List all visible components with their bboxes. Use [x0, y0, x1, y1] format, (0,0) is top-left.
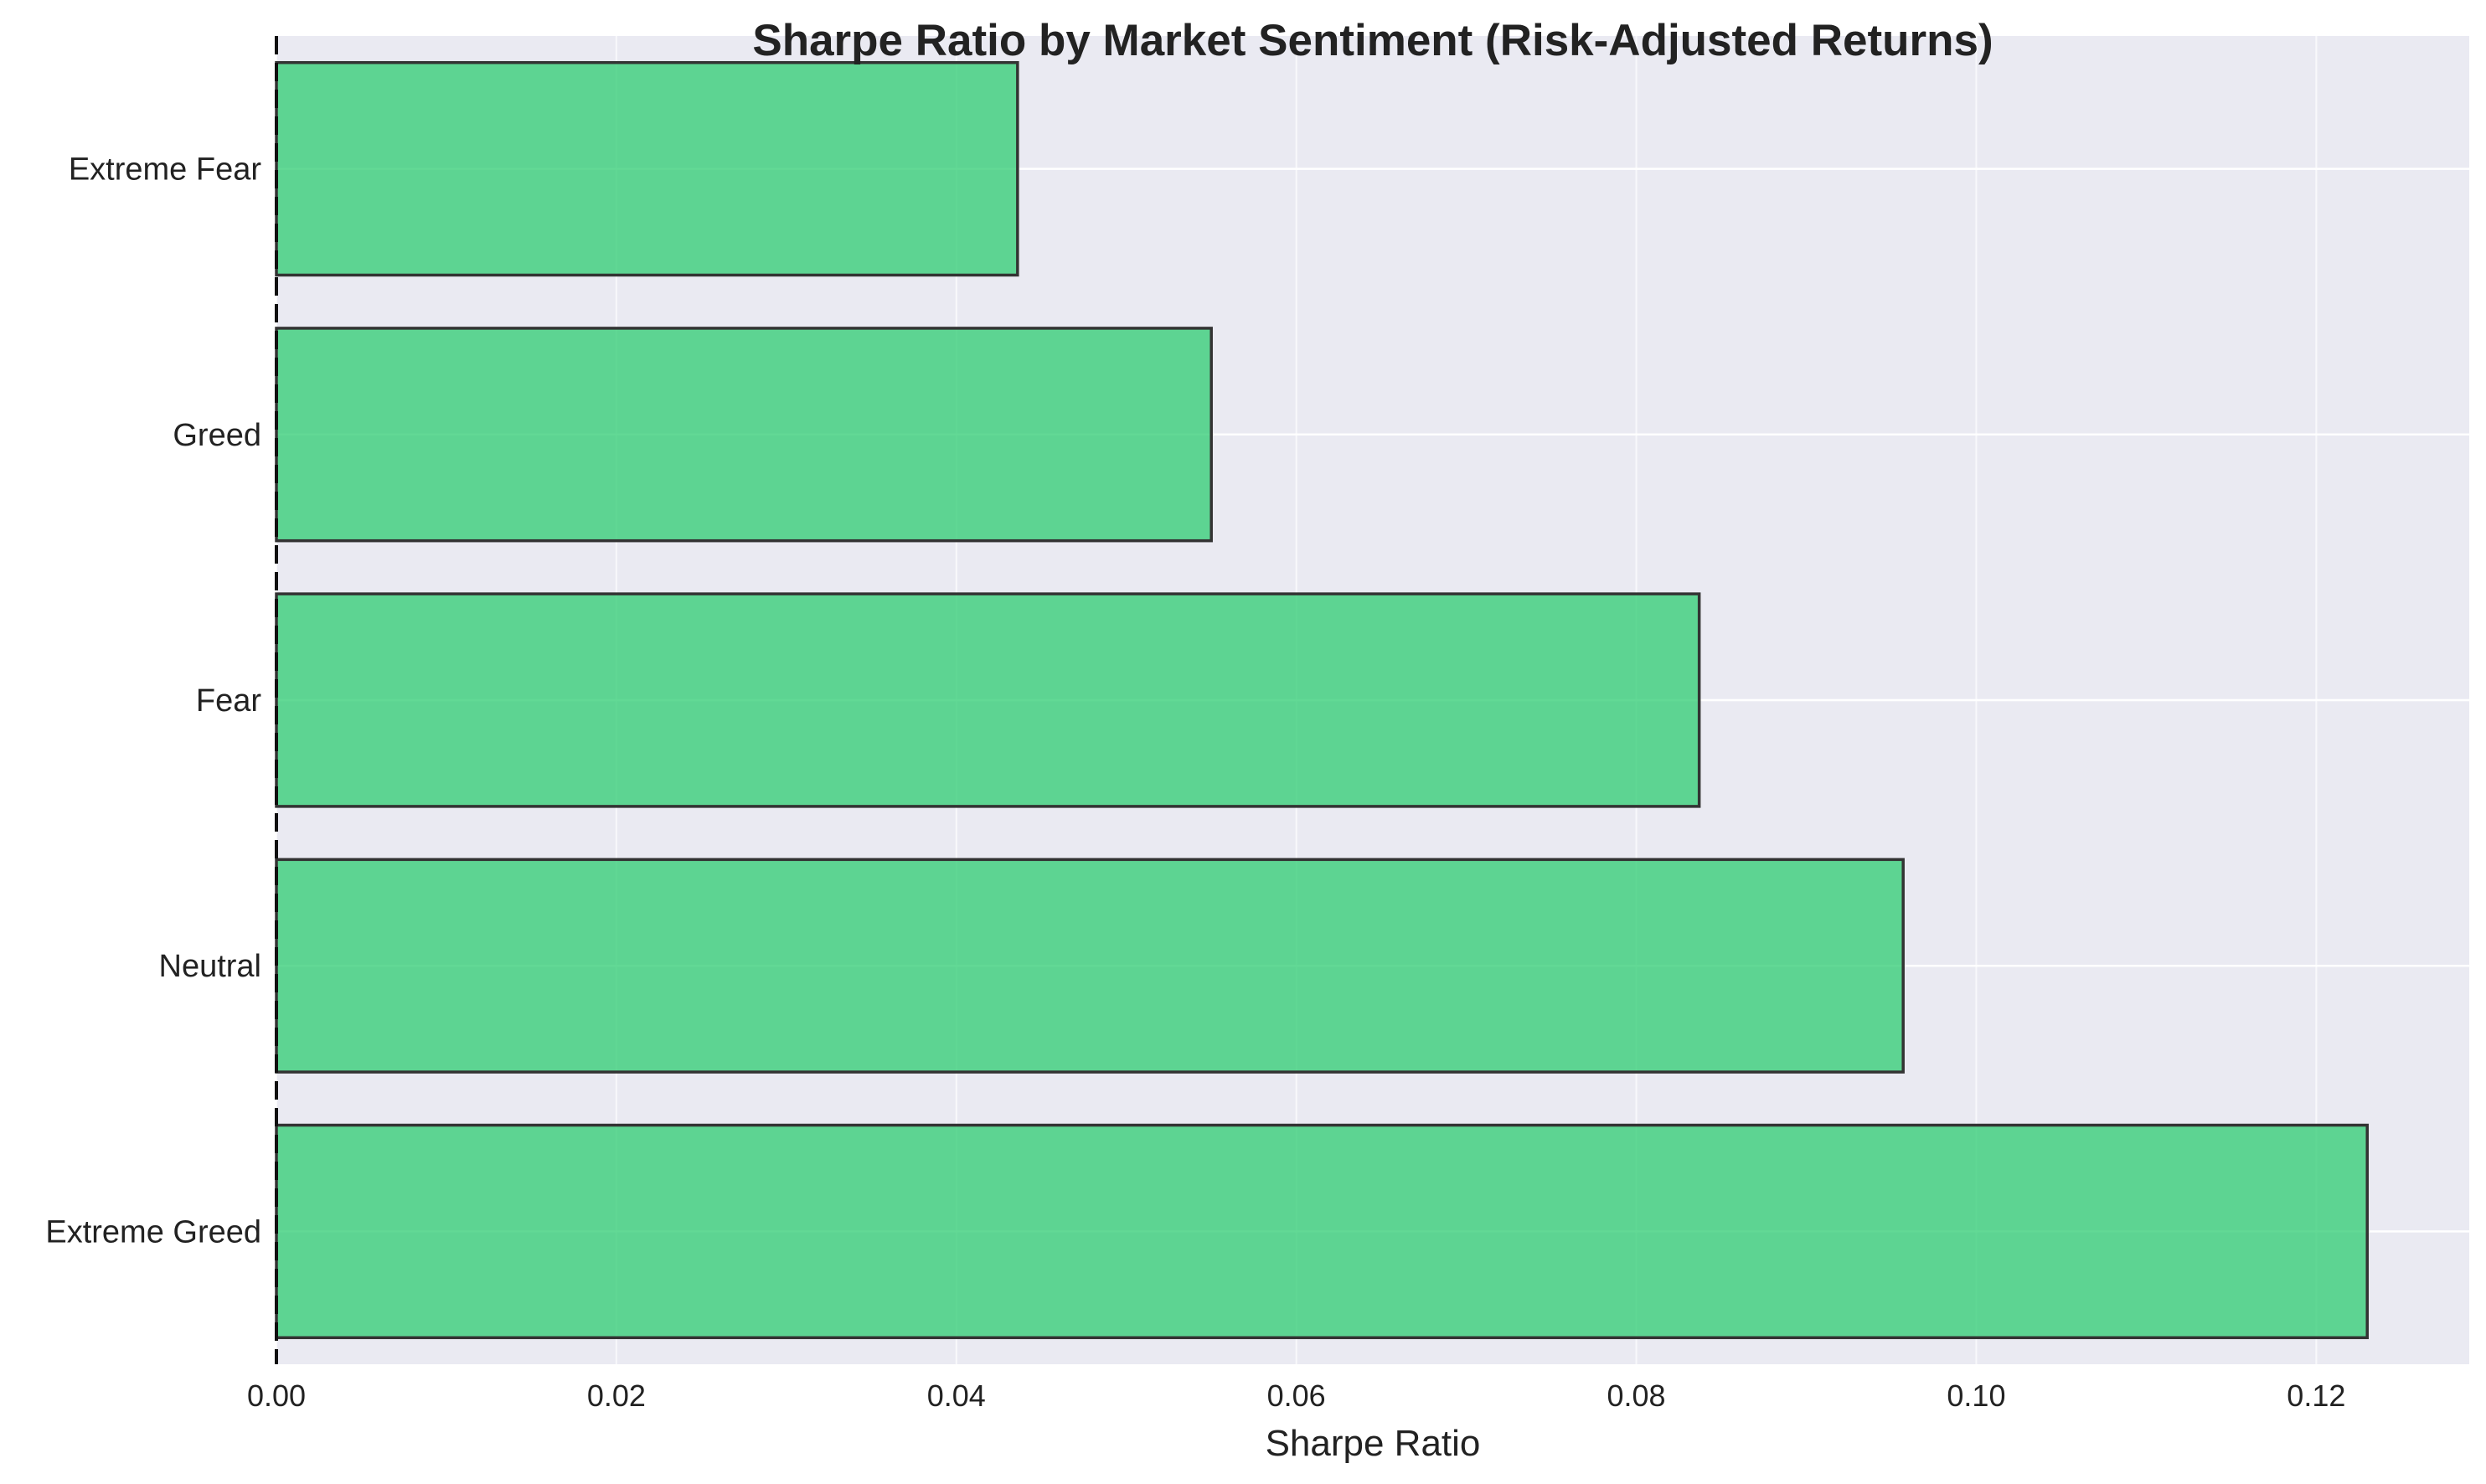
bar-neutral — [275, 858, 1905, 1074]
x-tick-label: 0.10 — [1947, 1378, 2005, 1413]
y-tick-label: Neutral — [159, 949, 262, 984]
chart-title: Sharpe Ratio by Market Sentiment (Risk-A… — [752, 16, 1993, 65]
y-tick-label: Extreme Greed — [45, 1214, 261, 1250]
bar-extreme-fear — [275, 60, 1019, 277]
y-axis-ticks: Extreme Greed Neutral Fear Greed Extreme Fea… — [45, 152, 261, 1250]
bars — [275, 60, 2369, 1340]
y-tick-label: Greed — [173, 418, 261, 453]
bar-greed — [275, 327, 1213, 543]
y-tick-label: Extreme Fear — [69, 152, 262, 188]
x-tick-label: 0.08 — [1607, 1378, 1666, 1413]
x-tick-label: 0.12 — [2287, 1378, 2345, 1413]
x-tick-label: 0.04 — [927, 1378, 986, 1413]
x-tick-label: 0.02 — [587, 1378, 646, 1413]
y-tick-label: Fear — [196, 683, 261, 719]
bar-extreme-greed — [275, 1123, 2369, 1340]
x-axis-label: Sharpe Ratio — [1266, 1423, 1481, 1464]
x-tick-label: 0.06 — [1267, 1378, 1326, 1413]
bar-fear — [275, 592, 1701, 808]
x-axis-ticks: 0.00 0.02 0.04 0.06 0.08 0.10 0.12 — [247, 1378, 2345, 1413]
x-tick-label: 0.00 — [247, 1378, 306, 1413]
